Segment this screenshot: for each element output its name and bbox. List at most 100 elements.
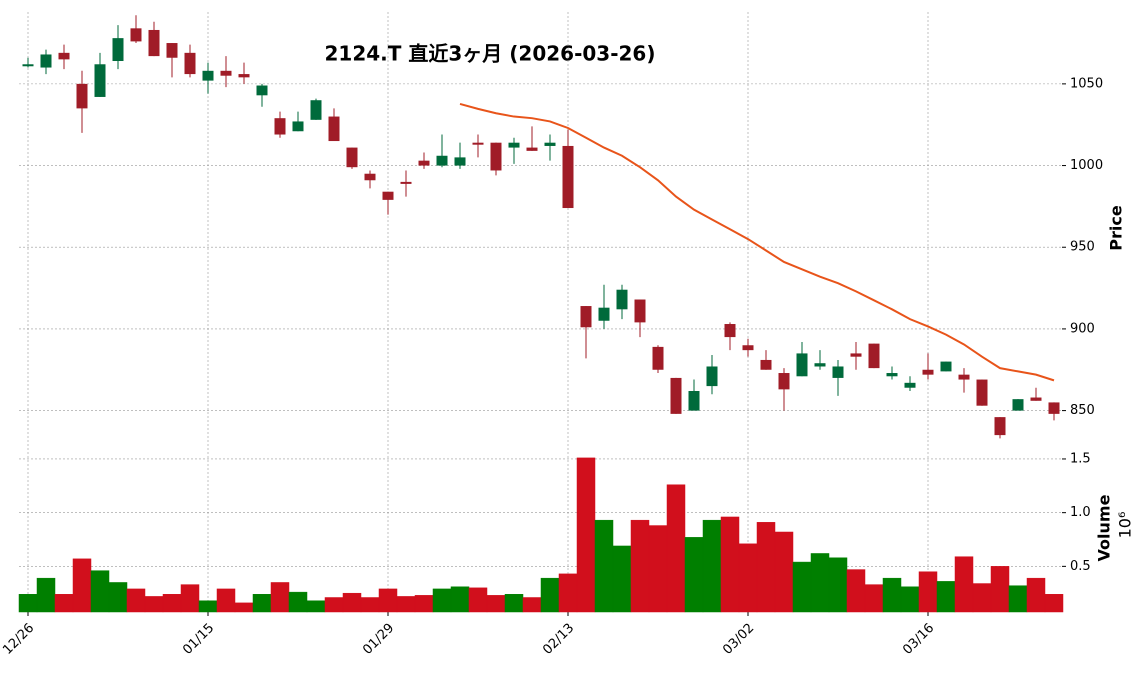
volume-bar xyxy=(216,588,236,613)
y-tick-label: 0.5 xyxy=(1070,559,1091,574)
volume-bar xyxy=(900,586,920,613)
candle-body xyxy=(1030,397,1042,401)
x-tick-label: 01/15 xyxy=(180,621,217,658)
candle-body xyxy=(508,142,520,148)
volume-bar xyxy=(702,519,722,613)
volume-bar xyxy=(774,531,794,613)
candle-body xyxy=(184,52,196,75)
volume-bar xyxy=(342,592,362,613)
chart-title: 2124.T 直近3ヶ月 (2026-03-26) xyxy=(325,42,656,66)
candle-body xyxy=(598,307,610,321)
candle-body xyxy=(868,343,880,369)
x-tick-label: 02/13 xyxy=(540,621,577,658)
volume-bar xyxy=(594,519,614,613)
candle-body xyxy=(994,417,1006,436)
candle-body xyxy=(256,85,268,96)
candle-body xyxy=(544,142,556,146)
candle-body xyxy=(382,191,394,200)
candle-body xyxy=(148,29,160,57)
candle-body xyxy=(616,289,628,310)
candle-body xyxy=(310,100,322,120)
candle-body xyxy=(454,157,466,166)
volume-bar xyxy=(630,519,650,613)
volume-bar xyxy=(486,595,506,613)
volume-bar xyxy=(108,582,128,613)
candle-body xyxy=(1048,402,1060,414)
volume-bar xyxy=(576,457,596,613)
candle-body xyxy=(778,373,790,390)
candle-body xyxy=(760,359,772,370)
candle-body xyxy=(580,306,592,328)
candle-body xyxy=(292,121,304,132)
volume-bar xyxy=(882,577,902,613)
volume-bar xyxy=(324,597,344,613)
candle-body xyxy=(706,366,718,387)
candle-body xyxy=(634,299,646,323)
volume-axis-label: Volume xyxy=(1095,494,1114,561)
volume-bar xyxy=(936,581,956,613)
volume-bar xyxy=(954,556,974,613)
candle-body xyxy=(670,377,682,414)
volume-bar xyxy=(918,571,938,613)
y-tick-label: 1.5 xyxy=(1070,451,1091,466)
volume-bar xyxy=(306,600,326,613)
moving-average-line xyxy=(459,103,1055,382)
y-tick-label: 1000 xyxy=(1070,158,1103,173)
candle-body xyxy=(850,353,862,357)
candle-body xyxy=(688,390,700,411)
candle-body xyxy=(436,155,448,166)
volume-bar xyxy=(180,584,200,613)
volume-bar xyxy=(234,602,254,613)
volume-bar xyxy=(90,570,110,613)
volume-bar xyxy=(810,553,830,613)
volume-bar xyxy=(396,596,416,613)
candle-body xyxy=(274,118,286,135)
candle-body xyxy=(400,181,412,184)
volume-bar xyxy=(648,525,668,613)
volume-bar xyxy=(360,597,380,613)
candle-body xyxy=(76,83,88,109)
volume-bar xyxy=(1026,577,1046,613)
volume-bar xyxy=(378,588,398,613)
volume-bar xyxy=(720,516,740,613)
volume-bar xyxy=(54,594,74,613)
volume-bar xyxy=(144,596,164,613)
candle-body xyxy=(724,324,736,338)
candle-body xyxy=(526,147,538,151)
x-tick-label: 03/16 xyxy=(900,621,937,658)
y-tick-label: 1050 xyxy=(1070,76,1103,91)
volume-bar xyxy=(270,582,290,613)
candle-body xyxy=(490,142,502,171)
candle-body xyxy=(202,70,214,81)
y-tick-label: 900 xyxy=(1070,321,1095,336)
candle-body xyxy=(814,363,826,367)
volume-bar xyxy=(522,597,542,613)
volume-bar xyxy=(756,522,776,613)
volume-bar xyxy=(1008,585,1028,613)
volume-bar xyxy=(666,484,686,613)
volume-bar xyxy=(612,545,632,613)
candle-body xyxy=(130,28,142,42)
candle-body xyxy=(472,142,484,145)
candle-body xyxy=(220,70,232,76)
candle-body xyxy=(940,361,952,372)
candle-body xyxy=(112,38,124,62)
volume-bar xyxy=(828,557,848,613)
volume-bar xyxy=(846,569,866,613)
y-axis-label: Price xyxy=(1107,205,1126,251)
candle-body xyxy=(22,64,34,67)
volume-bar xyxy=(18,594,38,613)
x-tick-label: 03/02 xyxy=(720,621,757,658)
candle-body xyxy=(1012,399,1024,411)
candle-body xyxy=(652,346,664,370)
volume-bar xyxy=(972,583,992,613)
volume-scale-label: 10⁶ xyxy=(1116,512,1135,539)
candle-body xyxy=(418,160,430,166)
x-tick-label: 01/29 xyxy=(360,621,397,658)
volume-bar xyxy=(72,558,92,613)
volume-bar xyxy=(684,537,704,613)
y-tick-label: 950 xyxy=(1070,240,1095,255)
volume-bar xyxy=(288,591,308,613)
candle-body xyxy=(886,373,898,377)
